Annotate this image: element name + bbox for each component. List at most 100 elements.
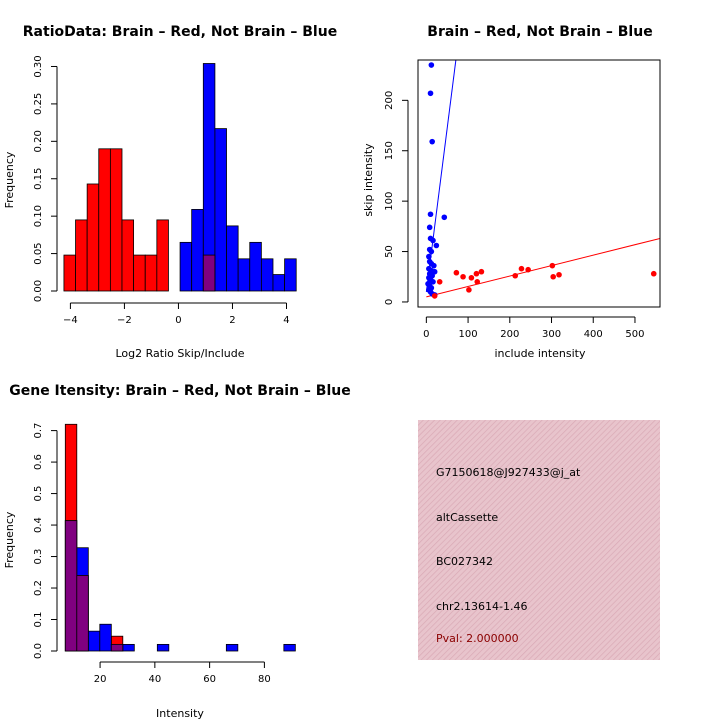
scatter-point-not-brain — [428, 62, 435, 68]
scatter-point-brain — [512, 272, 519, 279]
gene-intensity-bar-not-brain — [99, 623, 112, 652]
fit-line-not-brain — [425, 60, 457, 292]
ratio-y-tick-label: 0.00 — [33, 280, 44, 302]
ratio-bar-brain — [63, 254, 76, 292]
scatter-point-not-brain — [433, 242, 440, 249]
genomic-location: chr2.13614-1.46 — [436, 600, 528, 613]
ratio-histogram-title: RatioData: Brain – Red, Not Brain – Blue — [23, 24, 337, 40]
scatter-point-brain — [525, 266, 531, 273]
ratio-bar-not-brain — [191, 209, 204, 292]
ratio-y-tick-label: 0.20 — [33, 130, 44, 152]
scatter-point-brain — [478, 268, 485, 275]
scatter-point-not-brain — [426, 253, 432, 260]
scatter-x-tick-label: 300 — [542, 329, 561, 340]
gene-intensity-y-tick-label: 0.0 — [33, 643, 44, 659]
gene-intensity-bar-overlap — [110, 643, 124, 652]
scatter-point-not-brain — [430, 278, 436, 285]
probe-id: G7150618@J927433@j_at — [436, 466, 581, 479]
scatter-point-not-brain — [427, 90, 434, 97]
gene-intensity-bar-overlap — [76, 575, 89, 652]
ratio-y-tick-label: 0.05 — [33, 242, 44, 264]
scatter-point-brain — [549, 262, 556, 269]
ratio-bar-brain — [109, 148, 123, 292]
gene-intensity-bar-not-brain — [283, 643, 296, 652]
scatter-y-tick-label: 100 — [384, 192, 395, 211]
ratio-bar-brain — [156, 219, 169, 292]
gene-intensity-y-tick-label: 0.1 — [33, 612, 44, 628]
ratio-bar-not-brain — [260, 258, 274, 292]
ratio-bar-not-brain — [214, 128, 227, 292]
scatter-point-not-brain — [430, 237, 436, 244]
ratio-histogram-y-axis: 0.00 0.05 0.10 0.15 0.20 0.25 0.30 — [33, 55, 58, 302]
gene-intensity-x-axis: 20 40 60 80 — [94, 661, 271, 685]
scatter-xlabel: include intensity — [494, 347, 586, 360]
scatter-x-tick-label: 500 — [625, 329, 644, 340]
scatter-point-not-brain — [441, 214, 448, 221]
ratio-histogram-panel: RatioData: Brain – Red, Not Brain – Blue… — [3, 24, 337, 360]
ratio-bar-overlap — [202, 254, 216, 292]
ratio-x-tick-label: 0 — [175, 315, 181, 326]
scatter-point-brain — [468, 274, 475, 281]
probe-info-background — [418, 420, 660, 660]
ratio-y-tick-label: 0.15 — [33, 168, 44, 190]
gene-intensity-x-tick-label: 60 — [203, 674, 216, 685]
scatter-x-tick-label: 400 — [584, 329, 603, 340]
scatter-point-not-brain — [428, 248, 435, 255]
scatter-point-brain — [474, 278, 481, 285]
gene-intensity-y-tick-label: 0.7 — [33, 423, 44, 439]
scatter-point-not-brain — [427, 211, 434, 218]
ratio-histogram-xlabel: Log2 Ratio Skip/Include — [115, 347, 244, 360]
ratio-bar-brain — [98, 148, 111, 292]
gene-intensity-bar-not-brain — [122, 643, 135, 652]
ratio-bar-not-brain — [237, 258, 251, 292]
scatter-point-not-brain — [431, 268, 438, 275]
p-value: Pval: 2.000000 — [436, 632, 519, 645]
scatter-point-not-brain — [426, 224, 433, 231]
scatter-x-tick-label: 0 — [423, 329, 429, 340]
gene-intensity-x-tick-label: 80 — [258, 674, 271, 685]
scatter-x-axis: 0 100 200 300 400 500 — [423, 316, 645, 340]
gene-intensity-y-tick-label: 0.5 — [33, 486, 44, 502]
scatter-y-tick-label: 0 — [384, 299, 395, 305]
gene-intensity-bars — [64, 423, 296, 652]
scatter-ylabel: skip intensity — [362, 143, 375, 217]
scatter-point-brain — [460, 273, 466, 280]
ratio-x-tick-label: 4 — [283, 315, 289, 326]
gene-intensity-y-tick-label: 0.6 — [33, 454, 44, 470]
gene-intensity-y-tick-label: 0.2 — [33, 580, 44, 596]
ratio-x-tick-label: −2 — [117, 315, 132, 326]
gene-intensity-histogram-panel: Gene Itensity: Brain – Red, Not Brain – … — [3, 383, 351, 720]
ratio-bar-not-brain — [249, 241, 262, 292]
scatter-y-axis: 0 50 100 150 200 — [384, 91, 409, 305]
intensity-scatter-panel: Brain – Red, Not Brain – Blue include in… — [362, 24, 661, 360]
ratio-bar-not-brain — [272, 274, 286, 292]
ratio-histogram-bars — [63, 63, 297, 292]
scatter-point-brain — [650, 270, 657, 277]
gene-intensity-bar-not-brain — [225, 643, 239, 652]
probe-info-panel: G7150618@J927433@j_at altCassette BC0273… — [418, 420, 660, 660]
ratio-bar-brain — [121, 219, 135, 292]
gene-intensity-y-tick-label: 0.4 — [33, 517, 44, 533]
ratio-x-tick-label: 2 — [229, 315, 235, 326]
fit-line-brain — [426, 237, 660, 298]
scatter-point-brain — [466, 287, 472, 293]
gene-intensity-x-tick-label: 20 — [94, 674, 107, 685]
scatter-x-tick-label: 100 — [459, 329, 478, 340]
gene-intensity-bar-overlap — [64, 520, 78, 652]
ratio-bar-not-brain — [179, 241, 193, 292]
scatter-y-tick-label: 200 — [384, 91, 395, 110]
scatter-point-not-brain — [429, 138, 435, 145]
gene-intensity-ylabel: Frequency — [3, 511, 16, 568]
gene-intensity-y-tick-label: 0.3 — [33, 549, 44, 565]
scatter-point-brain — [550, 273, 556, 280]
ratio-y-tick-label: 0.25 — [33, 93, 44, 115]
scatter-point-brain — [518, 265, 525, 272]
ratio-bar-brain — [75, 219, 88, 292]
scatter-points — [425, 62, 657, 299]
gene-intensity-bar-not-brain — [156, 643, 170, 652]
scatter-point-brain — [556, 271, 562, 278]
ratio-bar-not-brain — [284, 258, 297, 292]
gene-intensity-x-tick-label: 40 — [148, 674, 161, 685]
scatter-fit-lines — [425, 60, 660, 298]
